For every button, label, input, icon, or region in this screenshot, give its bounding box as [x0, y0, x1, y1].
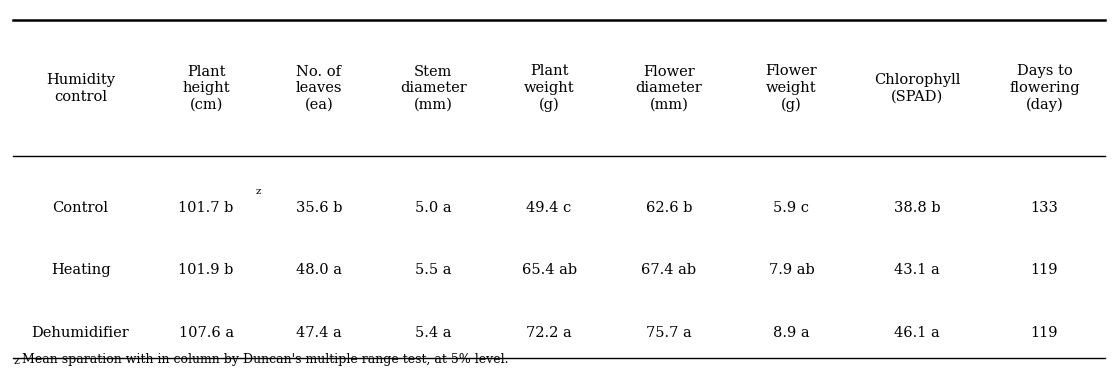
Text: Control: Control — [53, 201, 108, 215]
Text: 49.4 c: 49.4 c — [527, 201, 571, 215]
Text: 48.0 a: 48.0 a — [296, 263, 342, 277]
Text: 107.6 a: 107.6 a — [179, 326, 234, 340]
Text: 5.5 a: 5.5 a — [415, 263, 452, 277]
Text: Flower
weight
(g): Flower weight (g) — [766, 64, 817, 112]
Text: Humidity
control: Humidity control — [46, 73, 115, 104]
Text: 67.4 ab: 67.4 ab — [642, 263, 697, 277]
Text: 72.2 a: 72.2 a — [527, 326, 572, 340]
Text: No. of
leaves
(ea): No. of leaves (ea) — [295, 64, 342, 112]
Text: Plant
height
(cm): Plant height (cm) — [182, 64, 230, 112]
Text: 119: 119 — [1031, 326, 1058, 340]
Text: 43.1 a: 43.1 a — [894, 263, 940, 277]
Text: Mean sparation with in column by Duncan's multiple range test, at 5% level.: Mean sparation with in column by Duncan'… — [22, 353, 509, 366]
Text: Heating: Heating — [50, 263, 111, 277]
Text: 35.6 b: 35.6 b — [295, 201, 342, 215]
Text: 5.0 a: 5.0 a — [415, 201, 452, 215]
Text: 101.9 b: 101.9 b — [179, 263, 234, 277]
Text: Stem
diameter
(mm): Stem diameter (mm) — [400, 64, 467, 112]
Text: 47.4 a: 47.4 a — [296, 326, 342, 340]
Text: 5.9 c: 5.9 c — [774, 201, 809, 215]
Text: Days to
flowering
(day): Days to flowering (day) — [1010, 64, 1080, 112]
Text: 62.6 b: 62.6 b — [645, 201, 692, 215]
Text: Plant
weight
(g): Plant weight (g) — [523, 64, 575, 112]
Text: 119: 119 — [1031, 263, 1058, 277]
Text: 65.4 ab: 65.4 ab — [521, 263, 577, 277]
Text: 133: 133 — [1031, 201, 1059, 215]
Text: 75.7 a: 75.7 a — [646, 326, 692, 340]
Text: 7.9 ab: 7.9 ab — [768, 263, 814, 277]
Text: 101.7 b: 101.7 b — [179, 201, 234, 215]
Text: 46.1 a: 46.1 a — [894, 326, 940, 340]
Text: Flower
diameter
(mm): Flower diameter (mm) — [635, 64, 702, 112]
Text: Dehumidifier: Dehumidifier — [31, 326, 130, 340]
Text: 38.8 b: 38.8 b — [893, 201, 940, 215]
Text: 5.4 a: 5.4 a — [415, 326, 452, 340]
Text: z: z — [255, 187, 260, 196]
Text: 8.9 a: 8.9 a — [774, 326, 809, 340]
Text: Chlorophyll
(SPAD): Chlorophyll (SPAD) — [874, 73, 960, 104]
Text: z: z — [13, 356, 19, 366]
